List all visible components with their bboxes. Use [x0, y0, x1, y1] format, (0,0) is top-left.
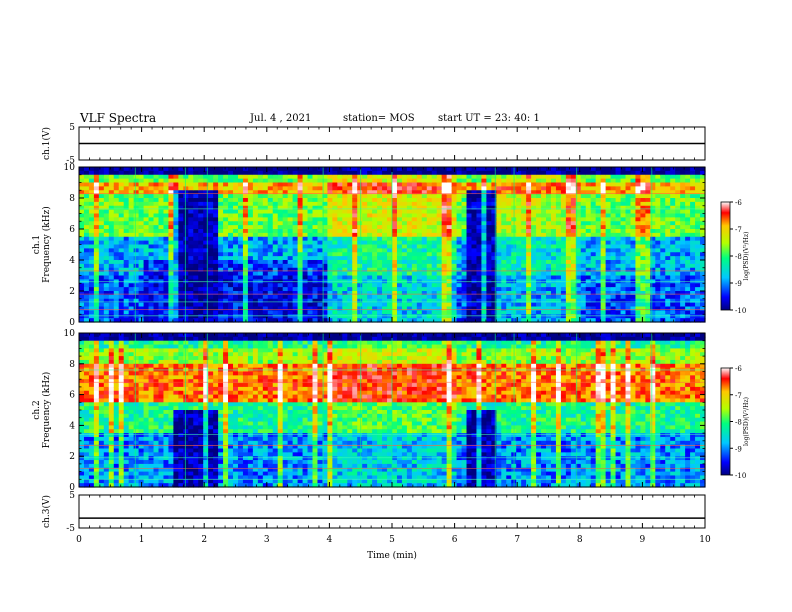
ch1-y-tick-label: 5: [69, 123, 75, 133]
ch1-colorbar-tick-label: -6: [735, 199, 742, 207]
ch1-colorbar-tick-label: -8: [735, 253, 742, 261]
station-label: station= MOS: [343, 113, 415, 124]
date-label: Jul. 4 , 2021: [250, 113, 312, 124]
ch2-spectrogram-image: [79, 333, 706, 488]
ch1-y-tick-label: 4: [69, 256, 75, 266]
ch3-y-tick-label: 5: [69, 491, 75, 501]
ch2-colorbar-tick-label: -6: [735, 365, 742, 373]
ch1-y-tick-label: 2: [69, 287, 75, 297]
ch2-y-tick-label: 2: [69, 452, 75, 462]
ch1-spectrogram-image: [79, 167, 706, 323]
ch1-y-tick-label: 8: [69, 194, 75, 204]
x-axis-label: Time (min): [367, 550, 417, 561]
x-tick-label: 4: [327, 535, 333, 545]
ch1-y-tick-label: 10: [64, 163, 76, 173]
ch2-y-tick-label: 8: [69, 360, 75, 370]
x-tick-label: 5: [389, 535, 395, 545]
x-tick-label: 0: [76, 535, 82, 545]
ch1-y-axis-label-unit: Frequency (kHz): [41, 206, 52, 283]
x-tick-label: 6: [452, 535, 458, 545]
ch2-y-tick-label: 0: [69, 483, 75, 493]
x-tick-label: 9: [640, 535, 646, 545]
ch2-colorbar-tick-label: -8: [735, 419, 742, 427]
ch1-y-tick-label: 0: [69, 318, 75, 328]
figure-title: VLF Spectra: [80, 111, 157, 125]
x-tick-label: 3: [264, 535, 270, 545]
x-tick-label: 10: [699, 535, 711, 545]
x-tick-label: 2: [201, 535, 207, 545]
ch2-colorbar: [720, 367, 731, 476]
ch1-y-axis-label: ch.1(V): [41, 127, 52, 160]
ch2-y-tick-label: 6: [69, 391, 75, 401]
x-tick-label: 1: [139, 535, 145, 545]
ch1-y-tick-label: 6: [69, 225, 75, 235]
ch1-colorbar: [720, 201, 731, 311]
start-time-label: start UT = 23: 40: 1: [438, 113, 540, 124]
ch2-colorbar-label: log(PSD)(V²/Hz): [743, 397, 750, 446]
ch2-y-tick-label: 10: [64, 329, 76, 339]
ch1-colorbar-tick-label: -7: [735, 226, 742, 234]
ch2-colorbar-tick-label: -10: [735, 472, 746, 480]
ch1-y-tick-label: -5: [66, 156, 75, 166]
x-tick-label: 7: [514, 535, 520, 545]
ch1-colorbar-tick-label: -9: [735, 280, 742, 288]
ch1-colorbar-label: log(PSD)(V²/Hz): [743, 232, 750, 281]
ch2-y-tick-label: 4: [69, 421, 75, 431]
ch2-y-axis-label-channel: ch.2: [32, 400, 42, 419]
ch3-y-axis-label: ch.3(V): [41, 495, 52, 528]
ch2-colorbar-tick-label: -7: [735, 392, 742, 400]
ch2-colorbar-tick-label: -9: [735, 445, 742, 453]
x-tick-label: 8: [577, 535, 583, 545]
ch2-y-axis-label-unit: Frequency (kHz): [41, 372, 52, 449]
ch3-y-tick-label: -5: [66, 524, 75, 534]
ch1-y-axis-label-channel: ch.1: [32, 235, 42, 254]
ch1-colorbar-tick-label: -10: [735, 307, 746, 315]
